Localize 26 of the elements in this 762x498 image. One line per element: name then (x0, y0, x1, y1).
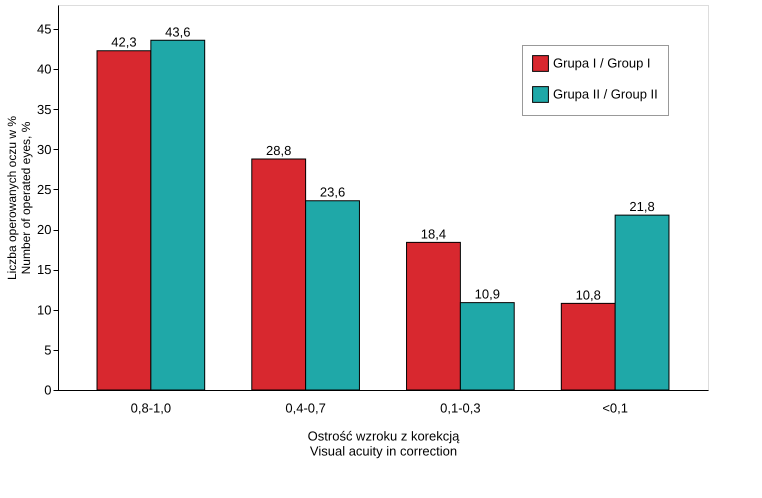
legend-label: Grupa II / Group II (553, 86, 658, 102)
text: 42,3 (111, 34, 137, 50)
text: 18,4 (420, 226, 446, 242)
y-tick-label: 5 (44, 342, 52, 358)
x-tick-label: <0,1 (602, 400, 628, 416)
text: 23,6 (320, 184, 346, 200)
y-tick-label: 25 (37, 182, 52, 197)
x-tick-label: 0,8-1,0 (130, 400, 172, 416)
x-axis-title: Ostrość wzroku z korekcją Visual acuity in correction (308, 428, 460, 458)
text: 10,9 (474, 286, 500, 302)
y-tick-label: 40 (37, 62, 52, 77)
y-axis-title: Liczba operowanych oczu w % Number of operated eyes, % (5, 116, 34, 280)
text: 10,8 (576, 287, 601, 302)
y-tick-label: 20 (37, 222, 52, 238)
y-tick-label: 0 (44, 382, 52, 398)
y-tick-label: 10 (37, 302, 52, 318)
legend-label: Grupa I / Group I (553, 56, 651, 70)
y-tick-label: 45 (37, 22, 52, 37)
text: 21,8 (629, 199, 655, 214)
text: 43,6 (165, 24, 190, 40)
x-tick-label: 0,1-0,3 (440, 400, 481, 416)
y-tick-label: 35 (37, 102, 52, 117)
text: 28,8 (266, 143, 292, 158)
y-tick-label: 15 (37, 262, 52, 278)
y-tick-label: 30 (37, 142, 52, 157)
x-tick-label: 0,4-0,7 (285, 400, 326, 416)
